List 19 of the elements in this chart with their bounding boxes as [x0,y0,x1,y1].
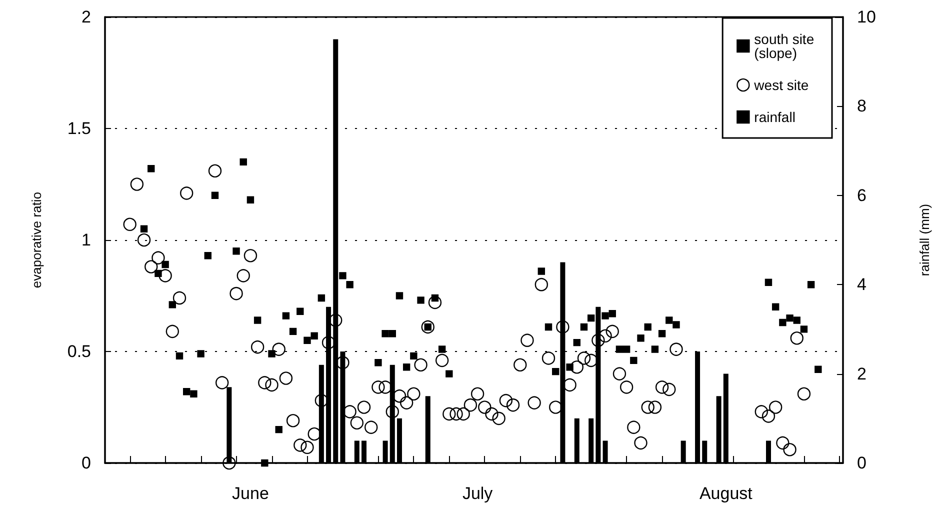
y2-tick-label: 8 [857,96,866,116]
y-tick-label: 0.5 [67,342,91,361]
legend-label: south site (slope) [754,31,818,61]
y-axis-title: evaporative ratio [29,192,44,288]
x-tick-label: July [462,484,494,503]
y-tick-label: 0 [82,454,91,472]
y2-tick-label: 2 [857,364,866,384]
y2-tick-label: 6 [857,186,866,205]
legend-label: rainfall [754,109,796,125]
x-tick-label: June [232,484,269,503]
legend-label: west site [753,77,809,93]
y2-tick-label: 4 [857,275,866,294]
y2-tick-label: 10 [857,8,876,26]
y-tick-label: 2 [82,8,91,26]
y2-axis-title: rainfall (mm) [917,204,932,276]
y-tick-label: 1.5 [67,119,91,138]
y2-tick-label: 0 [857,454,866,472]
x-tick-label: August [699,484,753,503]
y-tick-label: 1 [82,230,91,250]
